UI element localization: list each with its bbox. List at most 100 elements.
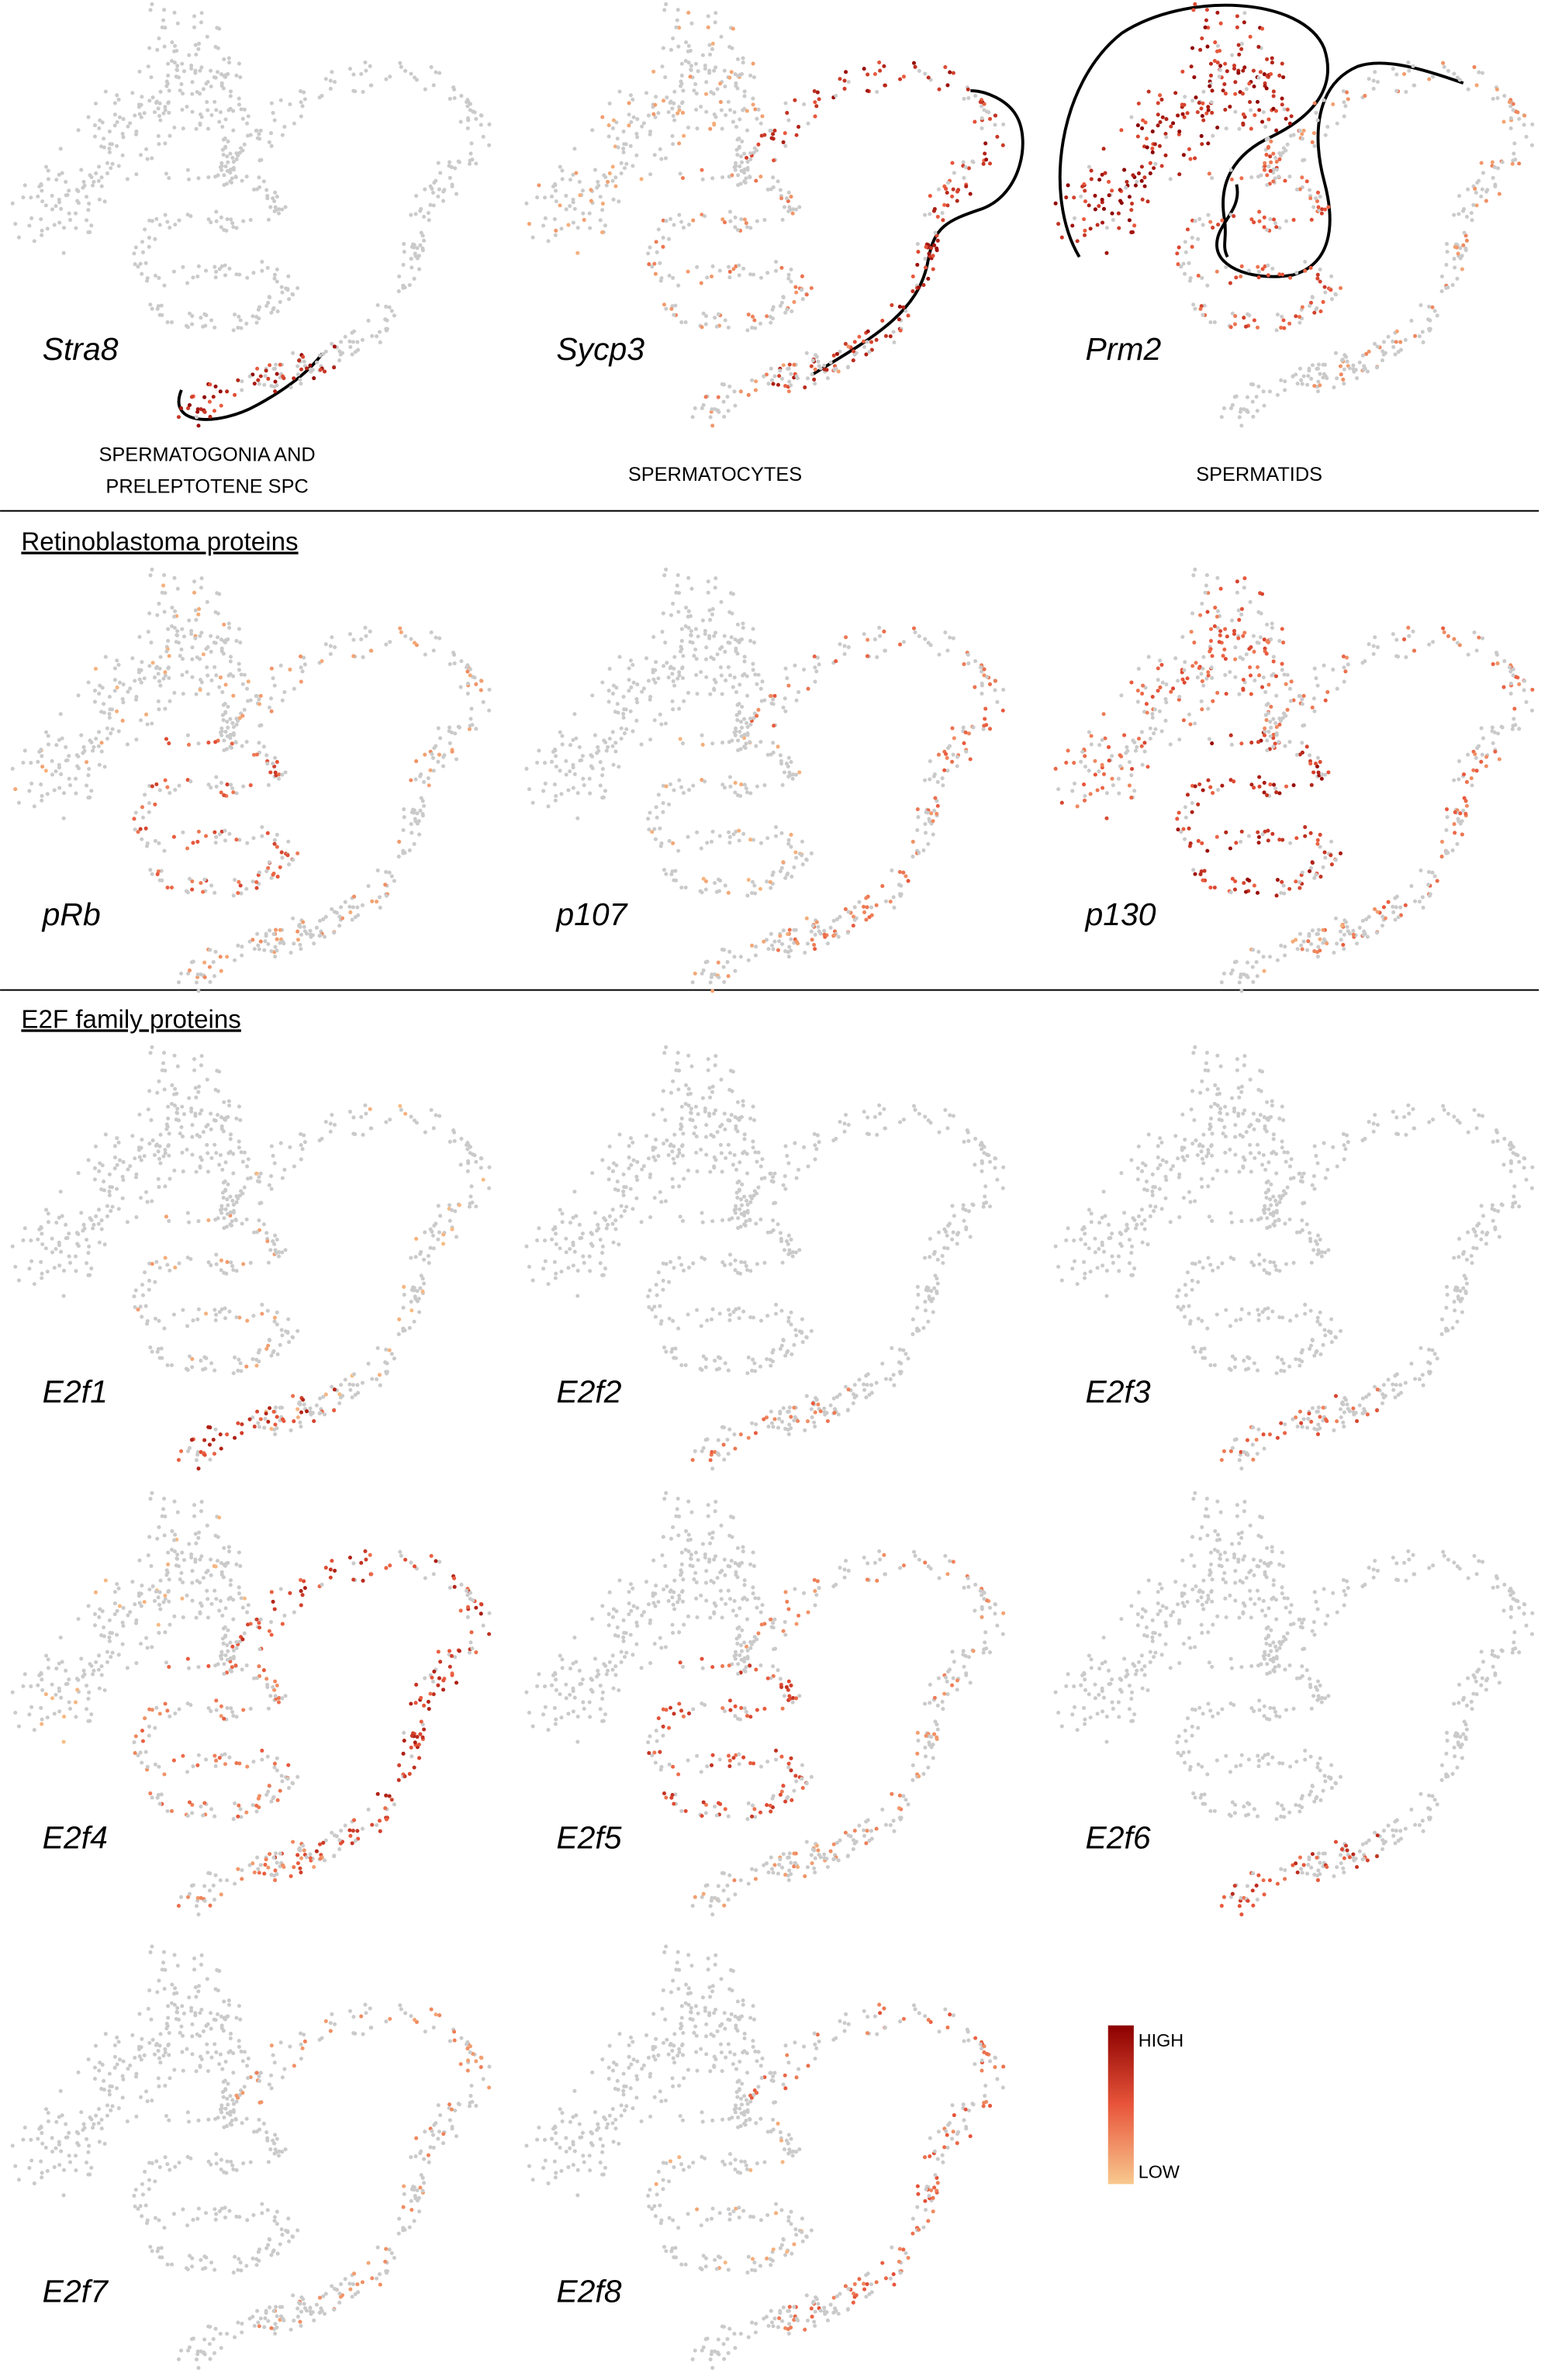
cell-dot xyxy=(1268,217,1273,222)
cell-dot xyxy=(1089,742,1094,747)
cell-dot xyxy=(112,678,117,682)
cell-dot xyxy=(351,637,356,642)
cell-dot xyxy=(115,119,119,125)
cell-dot xyxy=(201,87,206,92)
cell-dot xyxy=(375,1345,380,1350)
cell-dot xyxy=(1502,94,1507,98)
cell-dot xyxy=(158,118,163,123)
cell-dot xyxy=(658,261,662,265)
cell-dot xyxy=(265,831,270,835)
cell-dot xyxy=(282,124,287,130)
cell-dot xyxy=(693,971,697,976)
cell-dot xyxy=(834,917,840,921)
cell-dot xyxy=(1287,886,1292,891)
cell-dot xyxy=(283,770,288,775)
cell-dot xyxy=(1271,167,1276,172)
cell-dot xyxy=(257,697,261,702)
cell-dot xyxy=(1230,402,1235,407)
cell-dot xyxy=(1318,371,1322,376)
cell-dot xyxy=(171,1312,176,1317)
cell-dot xyxy=(1183,837,1187,841)
cell-dot xyxy=(52,223,57,227)
cell-dot xyxy=(646,679,651,683)
cell-dot xyxy=(196,176,201,181)
cell-dot xyxy=(722,68,727,73)
cell-dot xyxy=(695,264,700,269)
cell-dot xyxy=(1294,752,1299,757)
cell-dot xyxy=(703,879,709,884)
cell-dot xyxy=(273,1248,278,1252)
cell-dot xyxy=(1420,895,1425,900)
cell-dot xyxy=(295,1328,300,1333)
cell-dot xyxy=(731,685,735,689)
cell-dot xyxy=(1522,679,1527,683)
cell-dot xyxy=(403,1328,407,1333)
cell-dot xyxy=(46,168,50,173)
cell-dot xyxy=(67,783,73,788)
cell-dot xyxy=(866,72,870,77)
cell-dot xyxy=(1183,805,1187,810)
cell-dot xyxy=(351,654,356,658)
cell-dot xyxy=(704,80,709,85)
cell-dot xyxy=(745,328,750,333)
cell-dot xyxy=(781,140,786,144)
cell-dot xyxy=(1206,26,1211,30)
cell-dot xyxy=(402,242,406,247)
cell-dot xyxy=(711,92,716,96)
cell-dot xyxy=(300,669,305,674)
cell-dot xyxy=(1212,623,1217,629)
cell-dot xyxy=(214,269,219,274)
cell-dot xyxy=(479,123,483,127)
cell-dot xyxy=(1393,917,1398,922)
cell-dot xyxy=(107,694,112,699)
cell-dot xyxy=(146,64,150,69)
cell-dot xyxy=(1508,681,1513,686)
cell-dot xyxy=(269,1174,274,1179)
cell-dot xyxy=(1367,642,1371,647)
cell-dot xyxy=(727,75,732,80)
cell-dot xyxy=(1152,731,1156,736)
cell-dot xyxy=(661,98,666,103)
cell-dot xyxy=(437,187,442,192)
cell-dot xyxy=(58,712,63,717)
cell-dot xyxy=(459,1136,464,1141)
cell-dot xyxy=(589,188,593,192)
cell-dot xyxy=(237,627,241,631)
cell-dot xyxy=(64,193,68,198)
cell-dot xyxy=(722,979,727,984)
cell-dot xyxy=(1271,744,1276,749)
cell-dot xyxy=(67,218,73,223)
cell-dot xyxy=(1363,658,1367,664)
cell-dot xyxy=(783,666,788,671)
cell-dot xyxy=(1274,790,1279,795)
cell-dot xyxy=(359,71,364,77)
cell-dot xyxy=(1223,61,1228,66)
cell-dot xyxy=(194,415,199,420)
cell-dot xyxy=(1248,599,1253,604)
cell-dot xyxy=(700,890,704,895)
cell-dot xyxy=(1491,175,1495,180)
cell-dot xyxy=(383,317,388,322)
cell-dot xyxy=(805,941,810,946)
cell-dot xyxy=(790,776,795,781)
umap-panel: E2f1 xyxy=(10,1045,492,1471)
cell-dot xyxy=(1420,330,1425,334)
cell-dot xyxy=(611,197,616,202)
cell-dot xyxy=(398,1104,403,1108)
cell-dot xyxy=(800,862,805,867)
cell-dot xyxy=(1136,736,1142,741)
cell-dot xyxy=(1266,828,1270,833)
cell-dot xyxy=(1287,740,1292,744)
cell-dot xyxy=(148,302,153,307)
cell-dot xyxy=(680,741,686,746)
cell-dot xyxy=(1321,299,1325,304)
cell-dot xyxy=(1211,133,1215,138)
cell-dot xyxy=(699,846,703,851)
cell-dot xyxy=(333,80,337,85)
cell-dot xyxy=(782,770,786,775)
cell-dot xyxy=(233,958,237,962)
cell-dot xyxy=(924,810,928,814)
cell-dot xyxy=(738,389,743,394)
cell-dot xyxy=(419,772,423,777)
cell-dot xyxy=(414,759,419,764)
